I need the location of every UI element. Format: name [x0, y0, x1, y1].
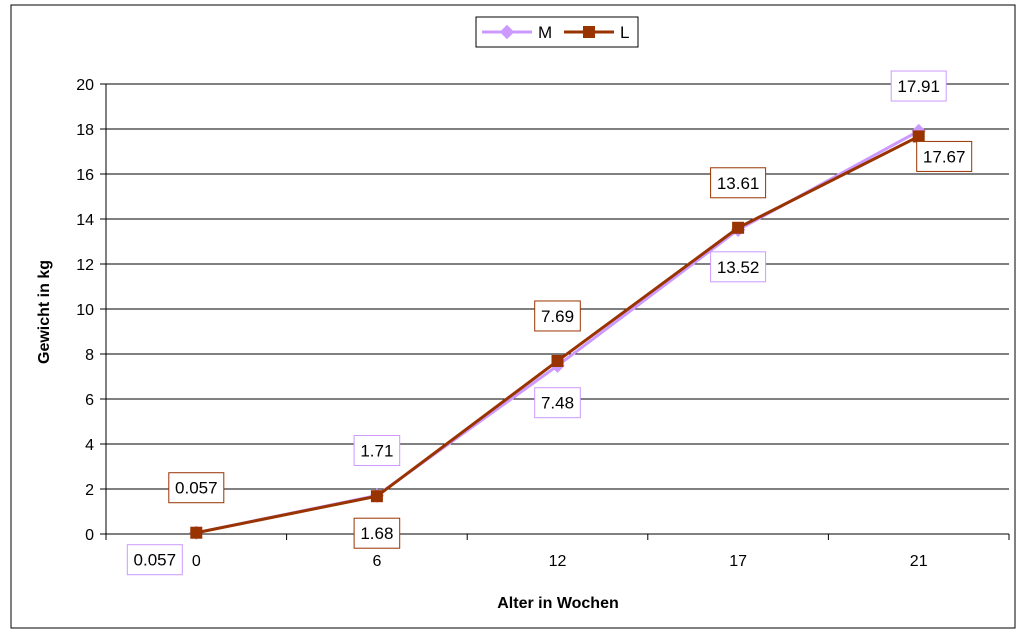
data-label-M: 0.057: [126, 544, 183, 576]
data-label-text: 7.48: [541, 394, 574, 413]
x-tick-label: 6: [372, 553, 381, 570]
data-label-text: 0.057: [175, 479, 218, 498]
data-label-box: [710, 167, 767, 199]
data-label-M: 1.71: [353, 435, 401, 467]
y-tick-label: 16: [76, 167, 94, 184]
data-label-text: 13.52: [717, 258, 760, 277]
x-tick-label: 12: [549, 553, 567, 570]
data-label-M: 7.48: [534, 387, 581, 419]
data-point-square: [912, 130, 925, 143]
y-tick-label: 8: [85, 347, 94, 364]
data-label-box: [353, 517, 401, 549]
data-label-M: 13.52: [710, 251, 767, 283]
data-point-diamond: [499, 24, 515, 40]
x-tick-label: 17: [729, 553, 747, 570]
y-tick-label: 14: [76, 212, 94, 229]
data-label-L: 7.69: [534, 300, 581, 332]
data-label-box: [168, 472, 225, 504]
legend-label-M: M: [538, 23, 552, 42]
y-tick-label: 2: [85, 482, 94, 499]
data-label-L: 17.67: [916, 140, 973, 172]
y-tick-label: 4: [85, 437, 94, 454]
data-point-square: [370, 490, 383, 503]
chart-border: [10, 4, 1016, 629]
data-label-text: 1.71: [360, 442, 393, 461]
y-tick-label: 20: [76, 77, 94, 94]
data-labels: 0.057 1.71 7.48 13.52 17.91 0.057 1.68 7.69 13.6…: [126, 70, 973, 576]
x-axis-title: Alter in Wochen: [497, 595, 619, 612]
data-label-box: [534, 300, 581, 332]
data-label-L: 1.68: [353, 517, 401, 549]
data-label-box: [710, 251, 767, 283]
data-point-square: [551, 354, 564, 367]
data-label-text: 1.68: [360, 524, 393, 543]
y-tick-label: 0: [85, 527, 94, 544]
x-tick-label: 0: [192, 553, 201, 570]
data-label-text: 0.057: [134, 551, 177, 570]
y-axis-title: Gewicht in kg: [36, 260, 53, 364]
y-tick-label: 6: [85, 392, 94, 409]
data-label-box: [534, 387, 581, 419]
y-tick-label: 18: [76, 122, 94, 139]
data-point-square: [583, 26, 595, 38]
data-label-box: [916, 140, 973, 172]
y-tick-label: 10: [76, 302, 94, 319]
data-point-square: [732, 221, 745, 234]
data-label-text: 7.69: [541, 307, 574, 326]
data-label-box: [353, 435, 401, 467]
data-label-text: 17.91: [897, 77, 940, 96]
data-label-L: 0.057: [168, 472, 225, 504]
data-label-box: [126, 544, 183, 576]
legend-label-L: L: [620, 23, 629, 42]
data-label-L: 13.61: [710, 167, 767, 199]
data-label-box: [890, 70, 947, 102]
data-label-text: 17.67: [923, 147, 966, 166]
data-point-square: [190, 526, 203, 539]
data-label-M: 17.91: [890, 70, 947, 102]
x-tick-label: 21: [910, 553, 928, 570]
data-label-text: 13.61: [717, 174, 760, 193]
series: [189, 123, 926, 540]
axes: 0 2 4 6 8 10 12 14 16 18 20 0 6 12 17 21: [76, 77, 1010, 570]
y-tick-label: 12: [76, 257, 94, 274]
